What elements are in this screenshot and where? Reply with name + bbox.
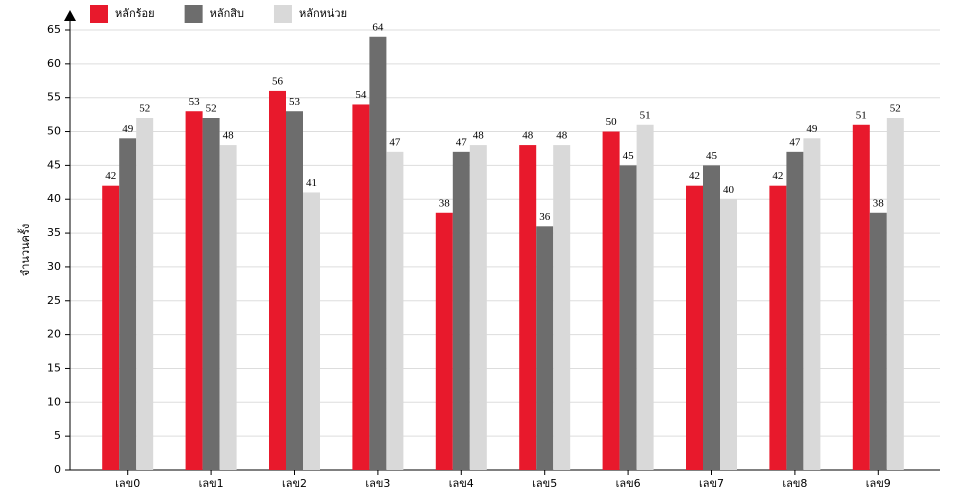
value-label: 41: [306, 177, 317, 189]
bar: [452, 151, 470, 470]
value-label: 49: [806, 123, 818, 135]
y-tick-label: 10: [47, 395, 61, 408]
bar: [269, 90, 286, 470]
legend-swatch: [273, 5, 292, 23]
value-label: 38: [439, 197, 451, 209]
value-label: 52: [890, 103, 901, 115]
bar: [369, 36, 387, 471]
x-tick-label: เลข5: [532, 477, 557, 490]
value-label: 42: [772, 170, 783, 182]
x-tick-label: เลข9: [866, 477, 891, 490]
bar: [469, 145, 487, 471]
y-tick-label: 30: [47, 260, 61, 273]
bar: [869, 212, 887, 470]
bar: [686, 185, 703, 470]
y-tick-label: 40: [47, 192, 61, 205]
value-label: 48: [473, 130, 485, 142]
bar: [619, 165, 637, 470]
bar: [185, 111, 203, 470]
bar: [519, 145, 537, 471]
value-label: 56: [272, 75, 284, 87]
bar: [119, 138, 137, 471]
value-label: 51: [640, 109, 651, 121]
x-tick-label: เลข3: [365, 477, 390, 490]
legend-label: หลักร้อย: [115, 7, 155, 20]
value-label: 42: [689, 170, 700, 182]
value-label: 52: [139, 103, 150, 115]
y-tick-label: 25: [47, 294, 61, 307]
y-tick-label: 45: [47, 158, 61, 171]
bar: [769, 185, 787, 470]
legend-label: หลักสิบ: [210, 7, 244, 20]
bar: [303, 192, 320, 470]
bar: [886, 118, 904, 470]
bar: [553, 145, 571, 471]
bar: [703, 165, 720, 470]
y-tick-label: 35: [47, 226, 61, 239]
x-tick-label: เลข2: [282, 477, 307, 490]
bar: [435, 212, 453, 470]
bar: [286, 111, 303, 470]
x-tick-label: เลข4: [449, 477, 474, 490]
value-label: 47: [389, 136, 401, 148]
x-tick-label: เลข1: [199, 477, 224, 490]
legend-swatch: [90, 5, 108, 23]
value-label: 47: [456, 136, 468, 148]
bar: [136, 118, 154, 470]
value-label: 48: [223, 130, 235, 142]
value-label: 53: [289, 96, 301, 108]
value-label: 47: [789, 136, 801, 148]
value-label: 38: [873, 197, 885, 209]
bar: [202, 118, 220, 470]
x-tick-label: เลข8: [782, 477, 807, 490]
bar: [786, 151, 804, 470]
value-label: 42: [105, 170, 116, 182]
y-tick-label: 55: [47, 91, 61, 104]
bar: [352, 104, 370, 470]
legend-swatch: [184, 5, 203, 23]
x-tick-label: เลข6: [616, 477, 641, 490]
bar: [219, 145, 237, 471]
value-label: 45: [623, 150, 635, 162]
bar: [720, 199, 737, 470]
bar: [803, 138, 821, 471]
y-axis-label: จำนวนครั้ง: [17, 224, 32, 276]
legend-label: หลักหน่วย: [299, 7, 347, 20]
bar: [386, 151, 404, 470]
y-tick-label: 65: [47, 23, 61, 36]
x-tick-label: เลข7: [699, 477, 724, 490]
bar: [602, 131, 620, 471]
y-tick-label: 50: [47, 125, 61, 138]
bar: [852, 124, 870, 471]
x-tick-label: เลข0: [115, 477, 140, 490]
value-label: 49: [122, 123, 134, 135]
value-label: 40: [723, 184, 735, 196]
y-tick-label: 0: [54, 463, 61, 476]
value-label: 52: [206, 103, 217, 115]
bar: [102, 185, 120, 470]
value-label: 54: [355, 89, 367, 101]
value-label: 36: [539, 211, 551, 223]
bar: [636, 124, 654, 471]
value-label: 51: [856, 109, 867, 121]
value-label: 45: [706, 150, 718, 162]
y-tick-label: 5: [54, 429, 61, 442]
bar: [536, 226, 554, 470]
y-tick-label: 15: [47, 361, 61, 374]
value-label: 48: [522, 130, 534, 142]
value-label: 64: [372, 21, 384, 33]
value-label: 48: [556, 130, 568, 142]
y-tick-label: 20: [47, 328, 61, 341]
value-label: 50: [606, 116, 618, 128]
value-label: 53: [189, 96, 201, 108]
y-tick-label: 60: [47, 57, 61, 70]
